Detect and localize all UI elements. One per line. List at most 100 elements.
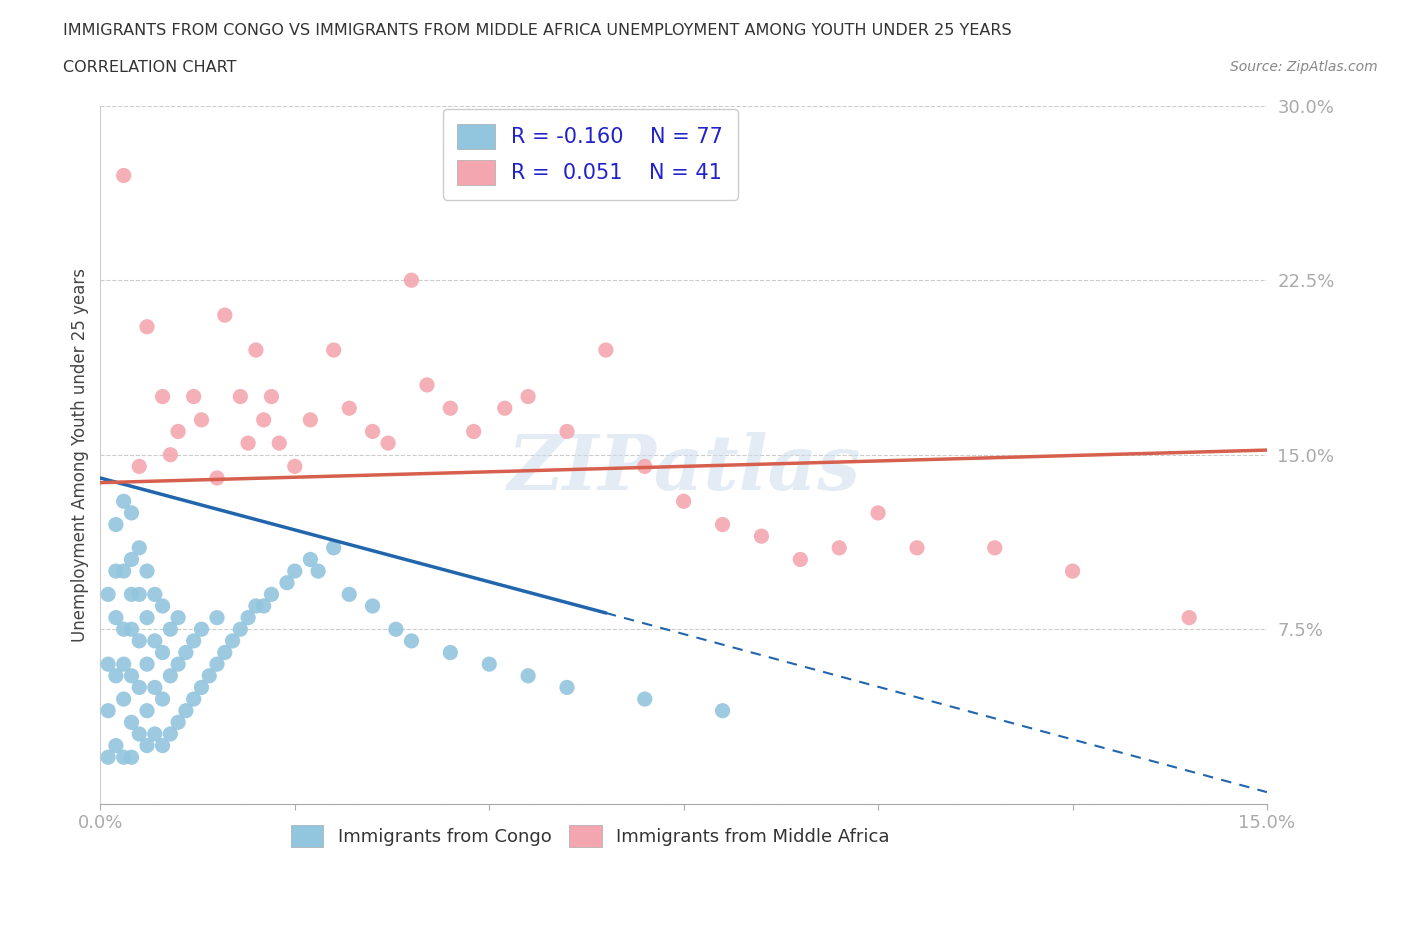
Point <box>97 587 120 602</box>
Point <box>143 633 166 648</box>
Point <box>595 342 617 357</box>
Point <box>183 389 205 404</box>
Point <box>337 587 360 602</box>
Point <box>136 610 159 625</box>
Point <box>120 552 142 567</box>
Point <box>463 424 485 439</box>
Point <box>97 703 120 718</box>
Point <box>751 529 773 544</box>
Point <box>672 494 695 509</box>
Point <box>284 564 307 578</box>
Point <box>97 750 120 764</box>
Point <box>190 412 212 427</box>
Point <box>229 389 252 404</box>
Point <box>299 552 322 567</box>
Point <box>136 703 159 718</box>
Point <box>260 587 283 602</box>
Point <box>555 424 578 439</box>
Point <box>221 633 243 648</box>
Point <box>260 389 283 404</box>
Point <box>112 692 135 707</box>
Point <box>245 342 267 357</box>
Point <box>190 680 212 695</box>
Point <box>143 680 166 695</box>
Point <box>634 458 657 473</box>
Point <box>112 494 135 509</box>
Point <box>152 599 174 614</box>
Point <box>104 564 127 578</box>
Point <box>214 645 236 660</box>
Point <box>361 424 384 439</box>
Text: Source: ZipAtlas.com: Source: ZipAtlas.com <box>1230 60 1378 74</box>
Point <box>1178 610 1201 625</box>
Point <box>337 401 360 416</box>
Point <box>112 168 135 183</box>
Point <box>711 517 734 532</box>
Point <box>555 680 578 695</box>
Point <box>120 750 142 764</box>
Point <box>868 506 890 521</box>
Point <box>136 738 159 753</box>
Point <box>183 692 205 707</box>
Point <box>269 435 291 450</box>
Point <box>789 552 811 567</box>
Point <box>385 622 408 637</box>
Point <box>143 587 166 602</box>
Point <box>112 750 135 764</box>
Point <box>984 540 1007 555</box>
Point <box>214 308 236 323</box>
Point <box>322 342 344 357</box>
Point <box>439 645 461 660</box>
Point <box>307 564 329 578</box>
Text: ZIPatlas: ZIPatlas <box>508 432 860 506</box>
Point <box>104 517 127 532</box>
Point <box>136 319 159 334</box>
Point <box>167 715 190 730</box>
Point <box>120 506 142 521</box>
Point <box>104 738 127 753</box>
Point <box>205 657 228 671</box>
Point <box>136 657 159 671</box>
Point <box>478 657 501 671</box>
Point <box>120 669 142 684</box>
Point <box>167 424 190 439</box>
Point <box>152 389 174 404</box>
Point <box>905 540 928 555</box>
Y-axis label: Unemployment Among Youth under 25 years: Unemployment Among Youth under 25 years <box>72 268 89 642</box>
Point <box>517 669 540 684</box>
Point <box>120 715 142 730</box>
Point <box>159 447 181 462</box>
Point <box>494 401 516 416</box>
Point <box>128 458 150 473</box>
Point <box>284 458 307 473</box>
Point <box>104 610 127 625</box>
Point <box>120 587 142 602</box>
Point <box>112 622 135 637</box>
Point <box>401 633 423 648</box>
Point <box>112 657 135 671</box>
Point <box>198 669 221 684</box>
Text: IMMIGRANTS FROM CONGO VS IMMIGRANTS FROM MIDDLE AFRICA UNEMPLOYMENT AMONG YOUTH : IMMIGRANTS FROM CONGO VS IMMIGRANTS FROM… <box>63 23 1012 38</box>
Point <box>299 412 322 427</box>
Text: CORRELATION CHART: CORRELATION CHART <box>63 60 236 75</box>
Point <box>236 435 259 450</box>
Point <box>517 389 540 404</box>
Point <box>245 599 267 614</box>
Point <box>97 657 120 671</box>
Point <box>183 633 205 648</box>
Point <box>439 401 461 416</box>
Point <box>236 610 259 625</box>
Point <box>174 645 197 660</box>
Point <box>361 599 384 614</box>
Point <box>205 610 228 625</box>
Point <box>828 540 851 555</box>
Point <box>152 645 174 660</box>
Point <box>159 726 181 741</box>
Point <box>253 412 276 427</box>
Point <box>190 622 212 637</box>
Point <box>634 692 657 707</box>
Point <box>1062 564 1084 578</box>
Point <box>152 692 174 707</box>
Point <box>128 680 150 695</box>
Point <box>143 726 166 741</box>
